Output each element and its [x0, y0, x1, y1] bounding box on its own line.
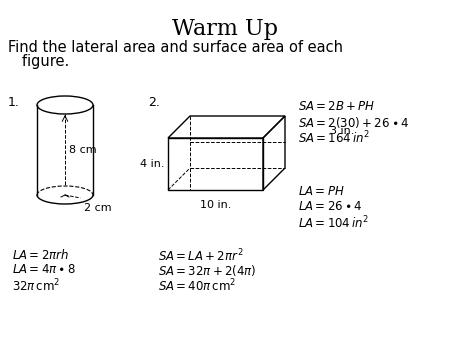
Text: $LA=PH$: $LA=PH$	[298, 185, 345, 198]
Text: $LA=104\,in^2$: $LA=104\,in^2$	[298, 215, 369, 232]
Text: 2.: 2.	[148, 96, 160, 109]
Text: 2 cm: 2 cm	[84, 203, 112, 213]
Text: $LA=4\pi\bullet8$: $LA=4\pi\bullet8$	[12, 263, 76, 276]
Text: $SA=2B+PH$: $SA=2B+PH$	[298, 100, 375, 113]
Text: $SA=2(30)+26\bullet4$: $SA=2(30)+26\bullet4$	[298, 115, 410, 130]
Text: Find the lateral area and surface area of each: Find the lateral area and surface area o…	[8, 40, 343, 55]
Text: $SA=LA+2\pi r^2$: $SA=LA+2\pi r^2$	[158, 248, 243, 265]
Text: Warm Up: Warm Up	[172, 18, 278, 40]
Text: 4 in.: 4 in.	[140, 159, 165, 169]
Text: 3 in.: 3 in.	[329, 126, 354, 136]
Text: $SA=164\,in^2$: $SA=164\,in^2$	[298, 130, 370, 147]
Text: $SA=40\pi\,\mathrm{cm}^2$: $SA=40\pi\,\mathrm{cm}^2$	[158, 278, 236, 295]
Text: $SA=32\pi+2(4\pi)$: $SA=32\pi+2(4\pi)$	[158, 263, 256, 278]
Text: 10 in.: 10 in.	[200, 200, 231, 210]
Text: $32\pi\,\mathrm{cm}^2$: $32\pi\,\mathrm{cm}^2$	[12, 278, 60, 295]
Text: 1.: 1.	[8, 96, 20, 109]
Text: $LA=26\bullet4$: $LA=26\bullet4$	[298, 200, 363, 213]
Text: $LA=2\pi rh$: $LA=2\pi rh$	[12, 248, 69, 262]
Text: 8 cm: 8 cm	[69, 145, 97, 155]
Text: figure.: figure.	[8, 54, 69, 69]
